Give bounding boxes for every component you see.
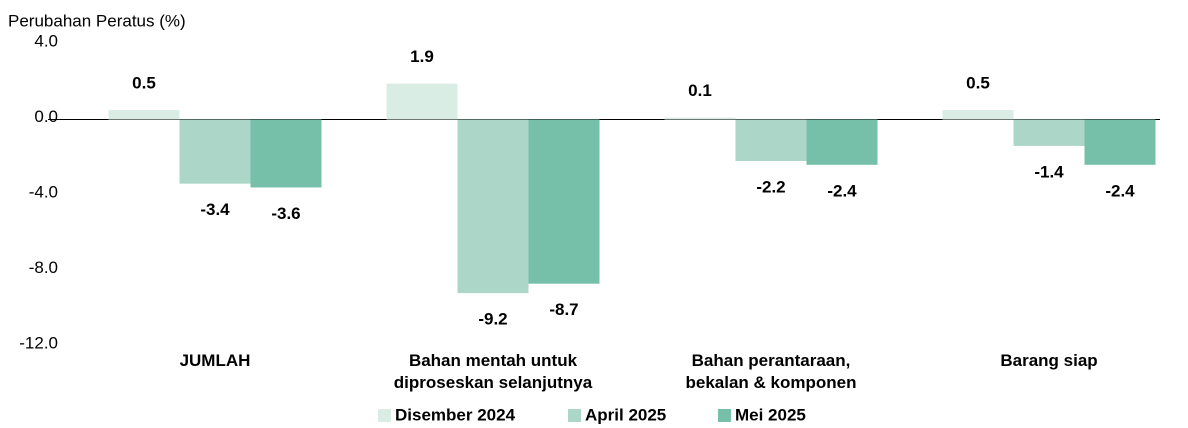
data-label: -2.2: [756, 178, 785, 197]
bar: [735, 119, 807, 162]
data-label: 0.5: [966, 74, 990, 93]
y-tick-label: -12.0: [19, 333, 58, 352]
y-tick-label: 4.0: [34, 31, 58, 50]
bar: [386, 83, 458, 120]
legend-swatch: [718, 409, 731, 422]
data-label: -2.4: [827, 181, 857, 200]
bar: [179, 119, 251, 184]
x-tick-label: Barang siap: [1000, 351, 1098, 370]
bar: [806, 119, 878, 165]
bar: [1084, 119, 1156, 165]
data-label: -3.6: [271, 204, 300, 223]
bar: [108, 110, 180, 120]
y-tick-label: -4.0: [29, 182, 58, 201]
legend-swatch: [568, 409, 581, 422]
data-label: 0.1: [688, 81, 712, 100]
y-axis-title: Perubahan Peratus (%): [8, 11, 186, 30]
bar: [457, 119, 529, 294]
y-tick-label: 0.0: [34, 107, 58, 126]
data-label: -8.7: [549, 300, 578, 319]
legend-label: April 2025: [585, 405, 666, 424]
x-tick-label: JUMLAH: [179, 351, 251, 370]
legend-swatch: [378, 409, 391, 422]
bar: [942, 110, 1014, 120]
x-tick-label: Bahan perantaraan, bekalan & komponen: [685, 351, 857, 392]
bar: [250, 119, 322, 188]
bar: [528, 119, 600, 284]
data-label: 0.5: [132, 74, 156, 93]
bar: [664, 117, 736, 120]
x-tick-label: Bahan mentah untuk diproseskan selanjutn…: [393, 351, 593, 392]
y-tick-label: -8.0: [29, 258, 58, 277]
data-label: -3.4: [200, 200, 230, 219]
data-label: 1.9: [410, 47, 434, 66]
legend-label: Mei 2025: [735, 405, 806, 424]
data-label: -1.4: [1034, 162, 1064, 181]
data-label: -2.4: [1105, 181, 1135, 200]
data-label: -9.2: [478, 310, 507, 329]
bar: [1013, 119, 1085, 146]
legend-label: Disember 2024: [395, 405, 516, 424]
